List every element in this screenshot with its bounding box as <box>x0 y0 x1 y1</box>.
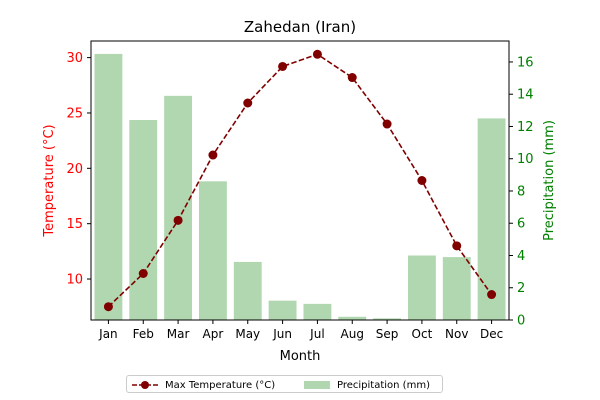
precipitation-bar <box>477 118 506 321</box>
legend-label-precipitation: Precipitation (mm) <box>337 379 430 391</box>
temperature-point <box>278 61 288 71</box>
x-tick-label: Feb <box>133 327 154 341</box>
temperature-point <box>452 241 462 251</box>
x-tick-label: Dec <box>480 327 503 341</box>
temperature-point <box>347 73 357 83</box>
precipitation-bar <box>198 181 227 320</box>
y-right-tick-label: 12 <box>517 120 534 135</box>
x-tick-label: Apr <box>203 327 224 341</box>
precipitation-bar <box>442 257 471 320</box>
precipitation-bars <box>94 53 506 321</box>
y-right-tick-label: 10 <box>517 152 534 167</box>
temperature-line-group <box>103 49 497 312</box>
y-right-tick-label: 2 <box>517 281 525 296</box>
precipitation-bar <box>268 300 297 320</box>
y-right-axis-label: Precipitation (mm) <box>542 120 557 241</box>
y-left-tick-label: 15 <box>66 217 83 232</box>
y-right-tick-label: 6 <box>517 217 525 232</box>
temperature-point <box>243 98 253 108</box>
temperature-point <box>382 119 392 129</box>
y-left-tick-label: 20 <box>66 162 83 177</box>
x-tick-label: Jun <box>272 327 292 341</box>
chart-title: Zahedan (Iran) <box>244 18 356 36</box>
x-tick-label: May <box>235 327 260 341</box>
temperature-point <box>312 49 322 59</box>
legend-item-precipitation: Precipitation (mm) <box>303 378 430 392</box>
precipitation-bar <box>303 303 332 320</box>
precipitation-bar <box>233 261 262 320</box>
y-right-tick-label: 4 <box>517 249 525 264</box>
legend-label-temperature: Max Temperature (°C) <box>165 379 276 391</box>
temperature-line <box>107 53 493 308</box>
precipitation-bar <box>164 95 193 320</box>
precipitation-bar <box>338 316 367 320</box>
temperature-point <box>138 269 148 278</box>
x-tick-label: Jul <box>309 327 324 341</box>
temperature-point <box>208 150 218 160</box>
x-tick-label: Nov <box>445 327 468 341</box>
y-left-tick-label: 10 <box>66 273 83 288</box>
temperature-point <box>417 176 427 185</box>
x-tick-label: Sep <box>376 327 399 341</box>
x-axis-label: Month <box>280 349 321 364</box>
y-right-tick-label: 8 <box>517 184 525 199</box>
temperature-point <box>487 290 497 300</box>
y-left-axis-label: Temperature (°C) <box>42 124 57 237</box>
legend: Max Temperature (°C) Precipitation (mm) <box>126 375 443 393</box>
x-tick-label: Aug <box>341 327 364 341</box>
temperature-point <box>173 215 183 225</box>
y-right-tick-label: 14 <box>517 88 534 103</box>
temperature-point <box>103 302 113 312</box>
y-right-tick-label: 0 <box>517 314 525 329</box>
precipitation-bar <box>407 255 436 320</box>
x-tick-label: Mar <box>167 327 190 341</box>
y-left-tick-label: 30 <box>66 51 83 66</box>
precipitation-bar <box>129 120 158 320</box>
axes: Jan Feb Mar Apr May Jun Jul Aug Sep Oct Nov Dec 10 15… <box>66 51 533 341</box>
y-right-tick-label: 16 <box>517 55 534 70</box>
plot-frame <box>90 40 510 321</box>
precipitation-bar <box>94 53 123 320</box>
y-left-tick-label: 25 <box>66 106 83 121</box>
legend-line-swatch <box>132 381 158 389</box>
x-tick-label: Jan <box>98 327 118 341</box>
precipitation-bar <box>373 318 402 320</box>
legend-bar-swatch <box>304 381 330 389</box>
x-tick-label: Oct <box>412 327 433 341</box>
legend-item-temperature: Max Temperature (°C) <box>131 378 275 392</box>
